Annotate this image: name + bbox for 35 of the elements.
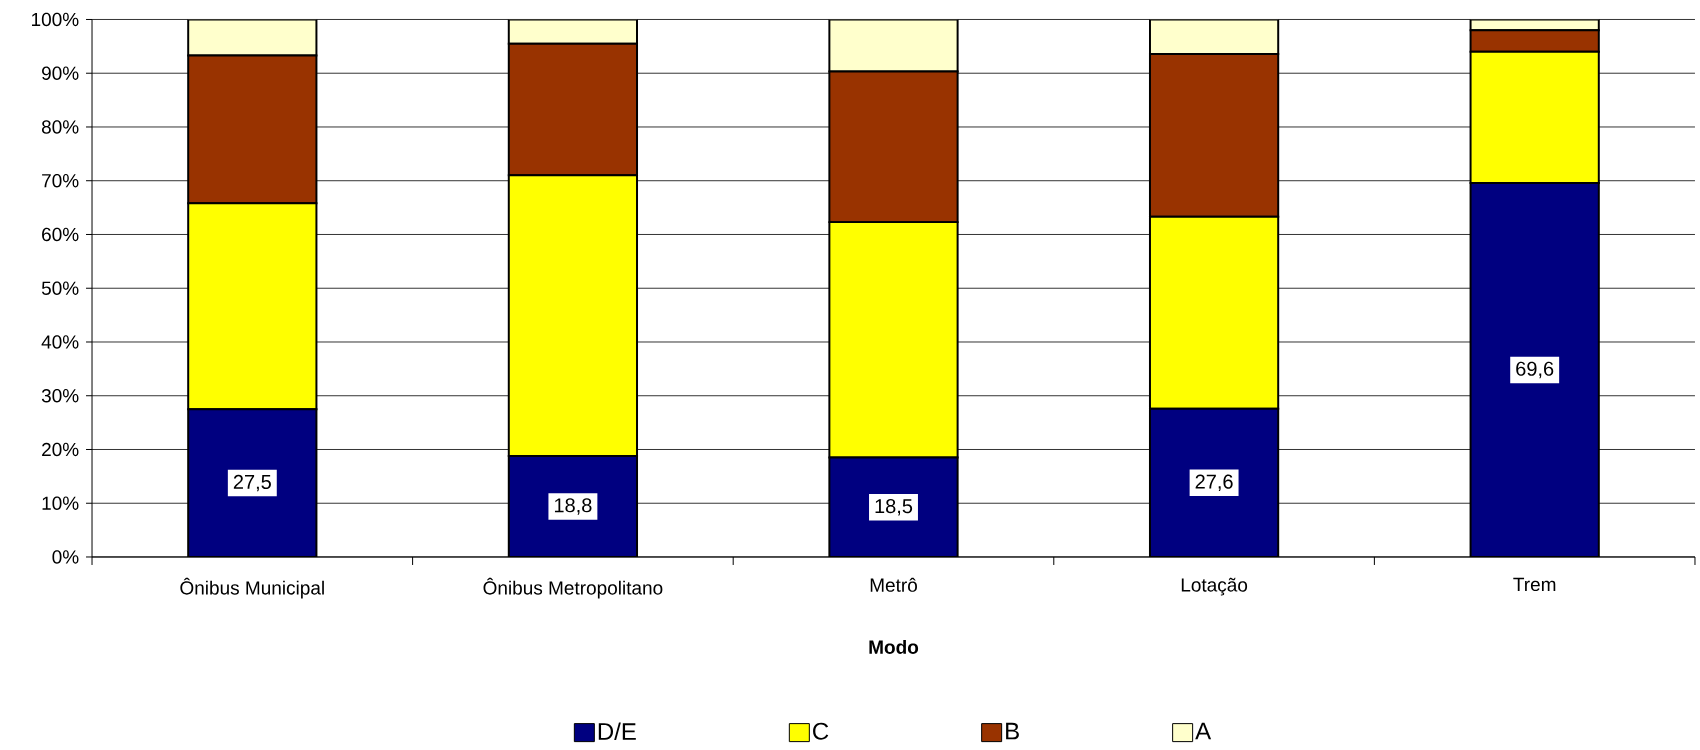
bar <box>828 19 959 73</box>
x-tick-label: Trem <box>1513 577 1556 592</box>
legend-label: A <box>1195 722 1212 740</box>
y-tick-label: 20% <box>42 442 79 457</box>
x-tick-label: Lotação <box>1181 577 1248 596</box>
y-tick-label: 50% <box>41 281 79 295</box>
bar <box>507 19 639 45</box>
y-tick-label: 100% <box>32 12 79 27</box>
y-tick-label: 80% <box>41 120 79 134</box>
bar <box>828 456 959 557</box>
y-tick-label: 90% <box>42 66 79 80</box>
y-tick-label: 40% <box>41 335 79 349</box>
bar <box>1148 407 1280 557</box>
data-label: 18,8 <box>554 498 592 515</box>
y-tick-label: 60% <box>42 227 79 242</box>
x-tick-label: Metrô <box>870 577 917 592</box>
x-tick-label: Ônibus Metropolitano <box>483 577 663 599</box>
data-label: 69,6 <box>1516 361 1554 379</box>
y-tick-label: 0% <box>52 550 79 564</box>
bar <box>1469 181 1600 557</box>
bar <box>507 454 639 557</box>
bar <box>187 408 318 557</box>
legend-label: C <box>813 722 829 740</box>
bar <box>1148 19 1280 55</box>
data-label: 27,6 <box>1195 474 1233 492</box>
y-tick-label: 30% <box>41 389 79 403</box>
legend-label: B <box>1006 722 1019 740</box>
y-tick-label: 10% <box>42 496 79 510</box>
legend-label: D/E <box>598 722 636 741</box>
x-tick-label: Ônibus Municipal <box>180 577 324 599</box>
data-label: 27,5 <box>233 474 271 492</box>
data-label: 18,5 <box>875 499 913 516</box>
x-axis-title: Modo <box>869 639 919 654</box>
bar <box>187 19 318 57</box>
y-tick-label: 70% <box>42 174 79 188</box>
